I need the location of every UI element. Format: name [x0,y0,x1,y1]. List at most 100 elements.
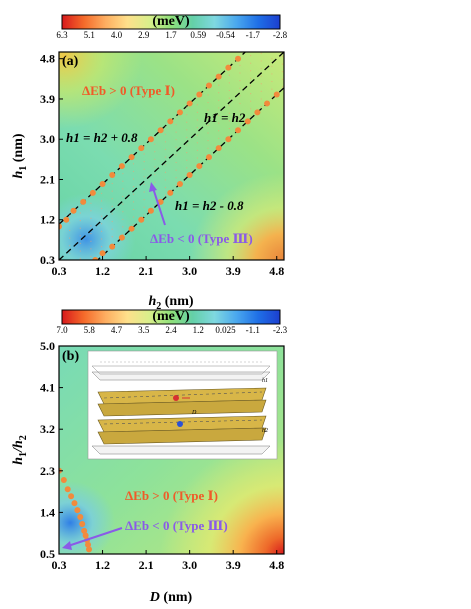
grid-dot [100,245,103,248]
line-label-upper-a: h1 = h2 + 0.8 [66,130,138,145]
grid-dot [90,248,92,250]
reference-line-1 [59,52,284,260]
grid-dot [122,180,124,182]
grid-dot [175,131,177,133]
grid-dot [154,173,156,176]
grid-dot [143,206,145,208]
grid-dot [69,214,71,216]
grid-dot [90,225,92,227]
grid-dot [239,102,241,105]
grid-dot [100,223,103,225]
boundary-point-lower [109,243,116,250]
grid-dot [239,95,241,97]
grid-dot [90,255,92,258]
boundary-point-lower [225,136,232,143]
inset-top-layer [91,361,271,381]
annotation-type1-a: ΔEb > 0 (Type Ⅰ) [82,83,175,98]
grid-dot [79,227,81,229]
grid-dot [69,229,71,232]
grid-dot [154,143,156,145]
grid-dot [196,157,198,159]
boundary-point-lower [157,198,164,205]
grid-dot [260,90,262,92]
grid-dot [260,83,262,85]
grid-dot [260,98,262,100]
grid-dot [175,146,177,148]
arrow-b [67,527,123,547]
boundary-point [68,493,75,500]
grid-dot [154,158,156,160]
grid-dot [164,179,167,181]
grid-dot [218,114,220,117]
grid-dot [132,201,135,203]
panel-b: (meV) 7.0 5.8 4.7 3.5 2.4 1.2 0.025 -1.1 -2.3 [11,309,288,605]
y-tick-label: 0.3 [40,253,55,267]
grid-dot [111,228,113,230]
grid-dot [250,62,252,64]
boundary-point-upper [235,55,242,62]
colorbar-tick-label: 1.2 [193,325,204,335]
grid-dot [90,233,92,235]
annotation-type1-b-text: ΔEb > 0 (Type Ⅰ) [125,488,218,503]
grid-dot [143,191,145,193]
grid-dot [260,67,262,70]
boundary-point [86,546,92,553]
grid-dot [164,141,167,143]
grid-dot [164,133,167,135]
grid-dot [100,200,103,202]
colorbar-tick-label: 3.5 [138,325,150,335]
grid-dot [271,73,273,75]
boundary-point-upper [128,154,135,161]
grid-dot [154,181,156,183]
boundary-point [74,507,81,514]
grid-dot [111,205,113,207]
grid-dot [281,71,284,73]
boundary-point-lower [128,225,135,232]
grid-dot [218,122,220,124]
boundary-point-lower [273,91,280,98]
grid-dot [132,163,135,165]
grid-dot [239,72,241,74]
grid-dot [207,117,209,119]
inset-label-h1: h1 [262,378,268,384]
y-tick-label: 0.5 [40,547,55,561]
x-tick-label: 3.9 [226,558,241,572]
boundary-point [81,527,88,534]
grid-dot [228,89,230,92]
grid-dot [260,52,262,54]
grid-dot [154,204,156,206]
ylabel-b: h1/h2 [11,435,29,464]
grid-dot [111,198,113,200]
grid-dot [271,96,273,98]
boundary-point-lower [186,172,193,179]
colorbar-a-title: (meV) [152,14,190,29]
colorbar-tick-label: 5.8 [84,325,96,335]
x-tick-label: 3.0 [182,264,197,278]
boundary-point-upper [70,207,77,214]
colorbar-a: (meV) 6.3 5.1 4.0 2.9 1.7 0.59 -0.54 -1.7 -2.8 [56,14,287,40]
boundary-point-upper [118,163,125,170]
y-tick-label: 2.1 [40,172,55,186]
panel-label-a: (a) [62,54,79,69]
colorbar-tick-label: -0.54 [216,30,235,40]
grid-dot [218,84,220,86]
boundary-point-upper [80,198,87,205]
grid-dot [271,58,273,60]
inset-mid-layers [97,387,267,445]
grid-dot [143,183,145,186]
grid-dot [196,111,198,113]
colorbar-tick-label: 7.0 [56,325,68,335]
annotation-type3-a: ΔEb < 0 (Type Ⅲ) [150,231,253,246]
grid-dot [281,63,284,65]
grid-dot [111,190,113,192]
grid-dot [186,136,188,139]
boundary-point-lower [254,109,261,116]
grid-dot [175,116,177,118]
grid-dot [154,151,156,153]
grid-dot [122,218,124,220]
grid-dot [207,109,209,111]
grid-dot [239,110,241,112]
grid-dot [132,170,135,173]
x-tick-label: 0.3 [52,264,67,278]
colorbar-b: (meV) 7.0 5.8 4.7 3.5 2.4 1.2 0.025 -1.1 -2.3 [56,309,287,335]
